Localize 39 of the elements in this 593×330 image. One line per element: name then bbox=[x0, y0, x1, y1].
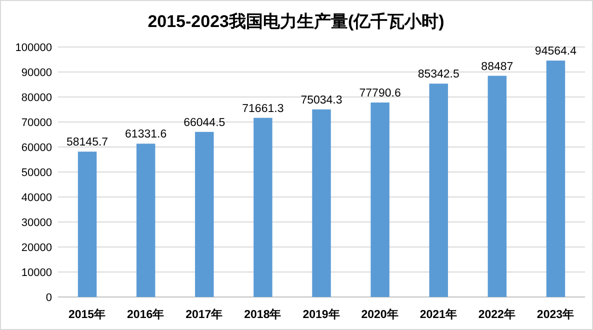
y-tick-label: 40000 bbox=[21, 192, 52, 204]
y-tick-label: 50000 bbox=[21, 167, 52, 179]
x-tick-label: 2017年 bbox=[186, 307, 224, 321]
data-label: 85342.5 bbox=[418, 68, 460, 81]
x-tick-label: 2023年 bbox=[536, 307, 575, 321]
x-tick-label: 2020年 bbox=[361, 307, 399, 321]
y-tick-label: 20000 bbox=[21, 242, 52, 254]
bar bbox=[254, 118, 272, 297]
bar bbox=[488, 76, 507, 297]
x-tick-label: 2018年 bbox=[244, 307, 282, 321]
data-label: 77790.6 bbox=[359, 88, 401, 100]
data-label: 88487 bbox=[481, 60, 514, 73]
y-tick-label: 100000 bbox=[15, 42, 52, 54]
y-tick-label: 0 bbox=[46, 292, 52, 304]
bar bbox=[136, 144, 156, 297]
y-tick-label: 80000 bbox=[21, 92, 52, 104]
x-tick-label: 2016年 bbox=[127, 307, 165, 321]
data-label: 75034.3 bbox=[300, 94, 342, 106]
bar bbox=[78, 152, 97, 297]
x-tick-label: 2015年 bbox=[68, 307, 106, 321]
data-label: 71661.3 bbox=[242, 102, 284, 115]
bar bbox=[429, 84, 448, 297]
bar bbox=[195, 132, 214, 297]
data-label: 66044.5 bbox=[184, 116, 226, 129]
y-tick-label: 10000 bbox=[21, 267, 52, 279]
data-label: 61331.6 bbox=[125, 128, 167, 141]
bar bbox=[546, 60, 566, 297]
data-label: 58145.7 bbox=[66, 136, 108, 149]
y-tick-label: 70000 bbox=[21, 117, 52, 129]
x-tick-label: 2019年 bbox=[302, 307, 340, 321]
y-tick-label: 30000 bbox=[21, 217, 52, 229]
x-tick-label: 2021年 bbox=[420, 307, 458, 321]
bar bbox=[312, 109, 331, 297]
data-label: 94564.4 bbox=[534, 46, 578, 58]
bar bbox=[370, 102, 390, 297]
y-tick-label: 60000 bbox=[21, 142, 52, 154]
y-tick-label: 90000 bbox=[21, 67, 52, 79]
chart-title: 2015-2023我国电力生产量(亿千瓦小时) bbox=[148, 12, 444, 31]
x-tick-label: 2022年 bbox=[478, 307, 516, 321]
